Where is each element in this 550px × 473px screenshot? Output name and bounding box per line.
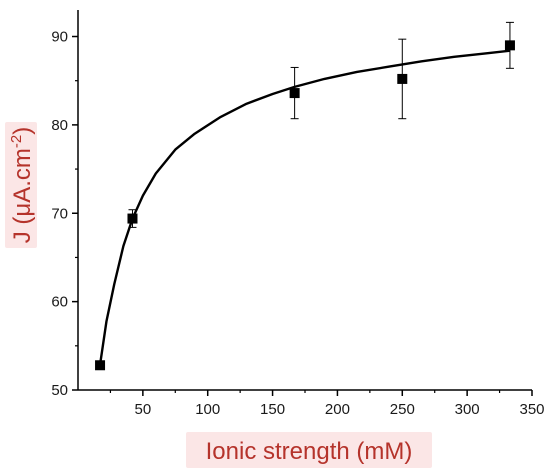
fit-curve: [98, 49, 511, 365]
y-axis-title: J (μA.cm-2): [8, 127, 36, 244]
data-point: [397, 73, 408, 84]
x-axis-title: Ionic strength (mM): [206, 438, 413, 465]
y-tick-label: 90: [51, 29, 68, 46]
x-tick-label: 350: [519, 401, 544, 418]
x-tick-label: 150: [260, 401, 285, 418]
x-tick-label: 50: [135, 401, 152, 418]
x-tick-label: 200: [325, 401, 350, 418]
y-axis-title-superscript: -2: [8, 135, 25, 148]
plot-area: 50 60 70 80 90 50 100 150 200 250 300 350: [51, 10, 545, 418]
y-tick-label: 60: [51, 294, 68, 311]
x-tick-label: 250: [390, 401, 415, 418]
data-point: [127, 213, 138, 224]
y-tick-label: 50: [51, 382, 68, 399]
y-axis-title-group: J (μA.cm-2): [5, 122, 37, 248]
y-tick-label: 70: [51, 205, 68, 222]
x-tick-label: 100: [195, 401, 220, 418]
y-axis-title-close: ): [9, 127, 36, 135]
x-axis-title-background: [186, 432, 432, 468]
data-point: [95, 360, 106, 371]
x-tick-label: 300: [455, 401, 480, 418]
data-point: [504, 40, 515, 51]
x-axis-title-group: Ionic strength (mM): [186, 432, 432, 468]
y-tick-label: 80: [51, 117, 68, 134]
data-point: [289, 88, 300, 99]
y-axis-title-main: J (μA.cm: [9, 148, 36, 243]
y-axis-title-background: [5, 122, 37, 248]
